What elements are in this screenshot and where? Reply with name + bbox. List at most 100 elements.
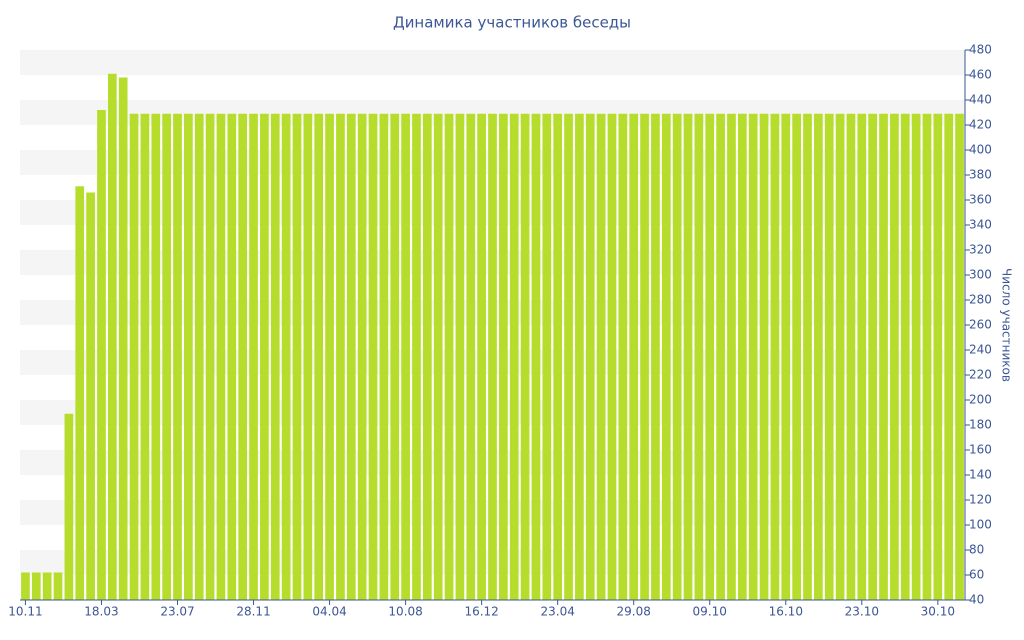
bar [781,113,791,600]
chart-title: Динамика участников беседы [393,14,631,32]
y-tick-label: 100 [969,518,992,532]
bar [694,113,704,600]
bar [281,113,291,600]
bar [585,113,595,600]
bar [618,113,628,600]
bar [346,113,356,600]
bar [857,113,867,600]
y-tick-label: 200 [969,393,992,407]
bar [455,113,465,600]
bar [379,113,389,600]
bar [814,113,823,600]
bar [97,110,106,600]
bar [173,113,182,600]
y-tick-label: 460 [969,68,992,82]
bar [390,113,400,600]
y-tick-label: 280 [969,293,992,307]
bar [911,113,921,600]
bar [672,113,682,600]
bar [129,113,139,600]
bar [520,113,530,600]
bar [477,113,486,600]
bar [564,113,573,600]
bar [553,113,563,600]
bar [651,113,660,600]
bar [325,113,334,600]
y-tick-label: 360 [969,193,992,207]
bar [422,113,432,600]
bar [629,113,639,600]
x-tick-label: 04.04 [312,605,346,619]
bar [314,113,324,600]
y-tick-label: 380 [969,168,992,182]
bar [879,113,888,600]
x-tick-label: 10.08 [388,605,422,619]
bar [216,113,226,600]
bar [368,113,378,600]
bar [21,572,30,600]
x-tick-label: 23.04 [540,605,574,619]
bar [509,113,519,600]
x-tick-label: 18.03 [84,605,118,619]
bar [107,73,117,600]
bar [531,113,541,600]
bar [868,113,878,600]
y-tick-label: 260 [969,318,992,332]
bar [31,572,41,600]
y-tick-label: 340 [969,218,992,232]
bar [488,113,497,600]
bar [803,113,812,600]
y-axis-label: Число участников [1000,268,1014,382]
x-tick-label: 23.10 [845,605,879,619]
y-tick-label: 480 [969,43,992,57]
bar [433,113,443,600]
bar [466,113,476,600]
bar [412,113,421,600]
y-tick-label: 420 [969,118,992,132]
y-tick-label: 240 [969,343,992,357]
bar [737,113,747,600]
bar [444,113,454,600]
bar [727,113,736,600]
bar [238,113,248,600]
x-tick-label: 09.10 [693,605,727,619]
bar [118,77,128,600]
y-tick-label: 400 [969,143,992,157]
bar [205,113,215,600]
x-tick-label: 10.11 [8,605,42,619]
bar [53,572,63,600]
x-tick-label: 29.08 [617,605,651,619]
bar [194,113,204,600]
bar [75,186,85,600]
bar [596,113,606,600]
bar [401,113,410,600]
bar [770,113,780,600]
bar [499,113,508,600]
y-tick-label: 440 [969,93,992,107]
bar [249,113,258,600]
x-tick-label: 28.11 [236,605,270,619]
y-tick-label: 140 [969,468,992,482]
bar [227,113,237,600]
y-tick-label: 180 [969,418,992,432]
y-tick-label: 160 [969,443,992,457]
y-tick-label: 120 [969,493,992,507]
y-tick-label: 40 [969,593,984,607]
bar [151,113,161,600]
bar [575,113,584,600]
y-tick-label: 300 [969,268,992,282]
bar [705,113,715,600]
bar [140,113,150,600]
bar [42,572,52,600]
bar [336,113,345,600]
bar [716,113,725,600]
x-tick-label: 16.12 [464,605,498,619]
bar [944,113,954,600]
bar [933,113,943,600]
bar [748,113,758,600]
y-tick-label: 220 [969,368,992,382]
y-tick-label: 320 [969,243,992,257]
bar [260,113,269,600]
grid-band [20,50,965,75]
